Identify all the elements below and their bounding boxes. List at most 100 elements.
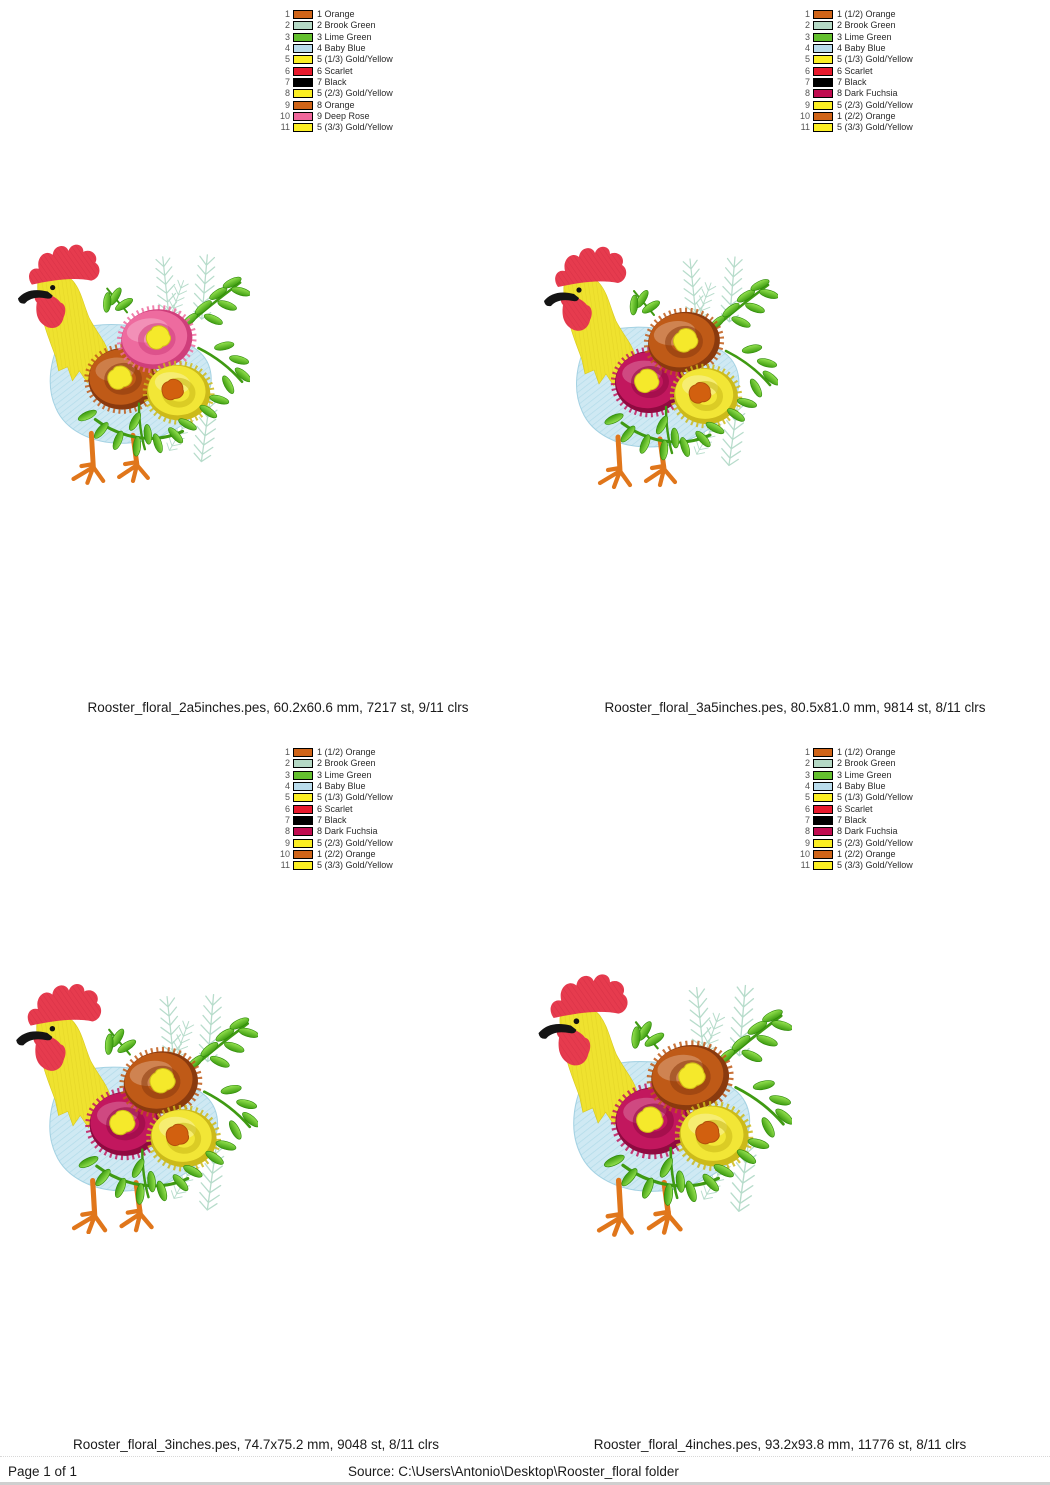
legend-stop-number: 9	[804, 837, 810, 848]
thread-color-legend: 1 1 (1/2) Orange 2 2 Brook Green 3 3 Lime Gre…	[270, 747, 505, 871]
design-caption: Rooster_floral_4inches.pes, 93.2x93.8 mm…	[593, 1437, 967, 1452]
color-swatch	[813, 815, 833, 825]
legend-stop-number: 10	[799, 110, 810, 121]
legend-label: 1 Orange	[317, 9, 355, 20]
legend-row: 11 5 (3/3) Gold/Yellow	[790, 860, 1025, 871]
legend-stop-number: 4	[804, 781, 810, 792]
legend-row: 8 8 Dark Fuchsia	[790, 88, 1025, 99]
color-swatch	[293, 815, 313, 825]
legend-stop-number: 1	[284, 747, 290, 758]
legend-row: 9 5 (2/3) Gold/Yellow	[270, 837, 505, 848]
color-swatch	[293, 66, 313, 76]
color-swatch	[813, 804, 833, 814]
legend-row: 8 8 Dark Fuchsia	[270, 826, 505, 837]
legend-label: 4 Baby Blue	[317, 43, 366, 54]
legend-row: 9 5 (2/3) Gold/Yellow	[790, 99, 1025, 110]
legend-stop-number: 8	[284, 88, 290, 99]
legend-row: 3 3 Lime Green	[270, 32, 505, 43]
legend-label: 5 (3/3) Gold/Yellow	[317, 122, 393, 133]
thread-color-legend: 1 1 (1/2) Orange 2 2 Brook Green 3 3 Lime Gre…	[790, 9, 1025, 133]
color-swatch	[813, 770, 833, 780]
legend-row: 11 5 (3/3) Gold/Yellow	[790, 122, 1025, 133]
legend-label: 5 (1/3) Gold/Yellow	[837, 792, 913, 803]
color-swatch	[813, 55, 833, 65]
color-swatch	[813, 21, 833, 31]
legend-stop-number: 2	[804, 758, 810, 769]
color-swatch	[813, 827, 833, 837]
color-swatch	[813, 793, 833, 803]
color-swatch	[813, 111, 833, 121]
legend-label: 5 (1/3) Gold/Yellow	[317, 54, 393, 65]
legend-row: 3 3 Lime Green	[790, 32, 1025, 43]
color-swatch	[293, 10, 313, 20]
legend-label: 8 Orange	[317, 99, 355, 110]
legend-stop-number: 9	[284, 837, 290, 848]
legend-stop-number: 5	[284, 792, 290, 803]
legend-row: 9 5 (2/3) Gold/Yellow	[790, 837, 1025, 848]
legend-row: 10 1 (2/2) Orange	[790, 111, 1025, 122]
legend-label: 3 Lime Green	[837, 769, 892, 780]
footer-divider	[0, 1456, 1050, 1457]
color-swatch	[813, 100, 833, 110]
legend-stop-number: 3	[804, 31, 810, 42]
color-swatch	[813, 32, 833, 42]
page-number: Page 1 of 1	[8, 1464, 78, 1479]
legend-row: 6 6 Scarlet	[790, 65, 1025, 76]
legend-row: 7 7 Black	[270, 77, 505, 88]
legend-label: 5 (2/3) Gold/Yellow	[837, 837, 913, 848]
legend-stop-number: 7	[284, 814, 290, 825]
legend-stop-number: 9	[804, 99, 810, 110]
color-swatch	[293, 77, 313, 87]
legend-label: 8 Dark Fuchsia	[837, 826, 898, 837]
color-swatch	[293, 782, 313, 792]
color-swatch	[813, 759, 833, 769]
legend-label: 2 Brook Green	[317, 758, 376, 769]
legend-label: 3 Lime Green	[317, 31, 372, 42]
color-swatch	[813, 77, 833, 87]
legend-stop-number: 8	[284, 826, 290, 837]
color-swatch	[293, 849, 313, 859]
legend-stop-number: 10	[799, 848, 810, 859]
color-swatch	[293, 804, 313, 814]
legend-stop-number: 5	[284, 54, 290, 65]
legend-stop-number: 6	[284, 803, 290, 814]
legend-label: 1 (2/2) Orange	[317, 848, 376, 859]
color-swatch	[293, 838, 313, 848]
legend-stop-number: 1	[804, 9, 810, 20]
legend-row: 2 2 Brook Green	[270, 758, 505, 769]
color-swatch	[813, 838, 833, 848]
legend-row: 3 3 Lime Green	[790, 770, 1025, 781]
legend-stop-number: 6	[804, 803, 810, 814]
source-path: Source: C:\Users\Antonio\Desktop\Rooster…	[348, 1464, 679, 1479]
legend-row: 5 5 (1/3) Gold/Yellow	[270, 792, 505, 803]
legend-row: 11 5 (3/3) Gold/Yellow	[270, 860, 505, 871]
legend-label: 2 Brook Green	[837, 758, 896, 769]
legend-label: 4 Baby Blue	[837, 43, 886, 54]
legend-row: 5 5 (1/3) Gold/Yellow	[790, 54, 1025, 65]
legend-row: 4 4 Baby Blue	[790, 43, 1025, 54]
legend-stop-number: 6	[804, 65, 810, 76]
legend-row: 5 5 (1/3) Gold/Yellow	[790, 792, 1025, 803]
legend-label: 7 Black	[837, 76, 867, 87]
legend-label: 1 (1/2) Orange	[837, 9, 896, 20]
legend-row: 1 1 (1/2) Orange	[790, 9, 1025, 20]
legend-label: 1 (1/2) Orange	[837, 747, 896, 758]
legend-row: 4 4 Baby Blue	[270, 43, 505, 54]
legend-label: 5 (3/3) Gold/Yellow	[837, 860, 913, 871]
color-swatch	[813, 861, 833, 871]
legend-stop-number: 4	[284, 43, 290, 54]
color-swatch	[293, 100, 313, 110]
legend-row: 6 6 Scarlet	[270, 65, 505, 76]
legend-row: 10 1 (2/2) Orange	[790, 849, 1025, 860]
legend-stop-number: 10	[279, 848, 290, 859]
legend-label: 5 (2/3) Gold/Yellow	[837, 99, 913, 110]
legend-stop-number: 4	[284, 781, 290, 792]
color-swatch	[813, 44, 833, 54]
legend-stop-number: 6	[284, 65, 290, 76]
legend-label: 2 Brook Green	[837, 20, 896, 31]
legend-row: 6 6 Scarlet	[790, 803, 1025, 814]
legend-label: 3 Lime Green	[317, 769, 372, 780]
color-swatch	[293, 748, 313, 758]
color-swatch	[293, 111, 313, 121]
legend-stop-number: 2	[284, 758, 290, 769]
